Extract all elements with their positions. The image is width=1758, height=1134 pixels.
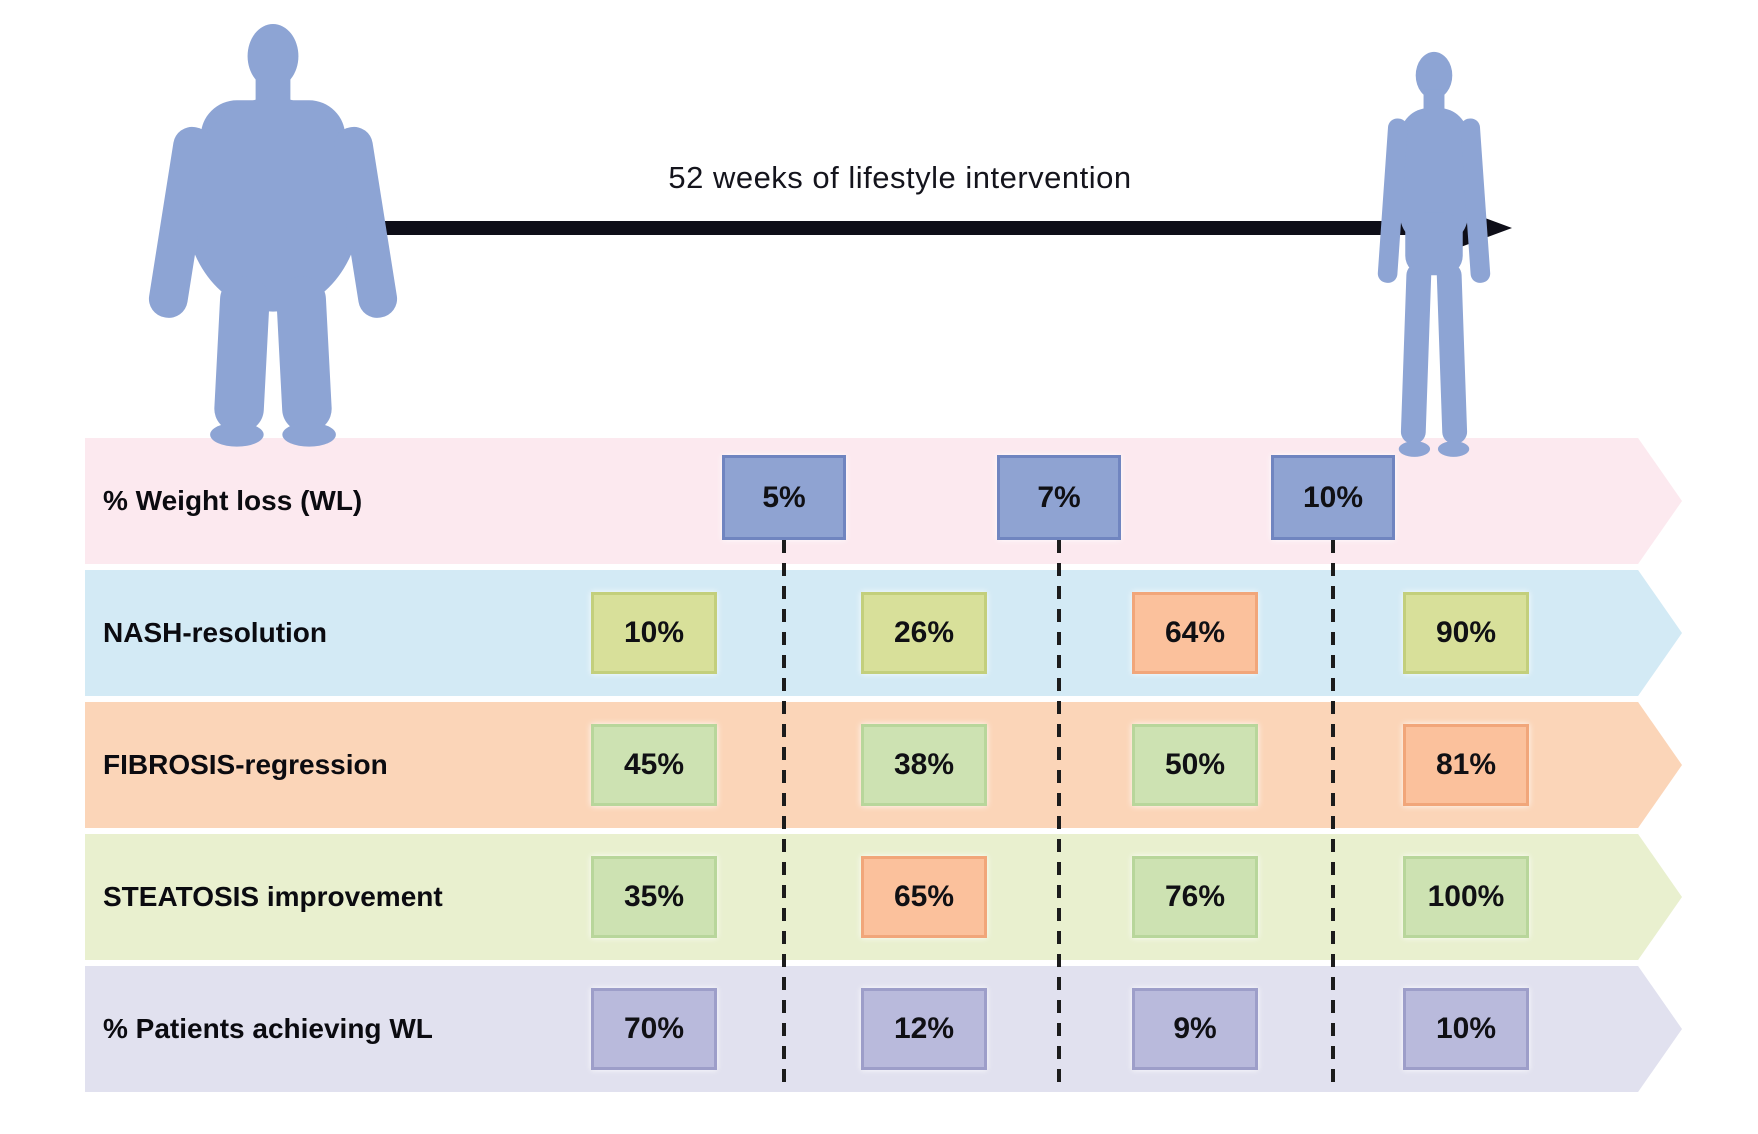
lean-left-foot [1398, 441, 1431, 457]
weight-loss-box-7pct: 7% [997, 455, 1121, 540]
obese-person-icon [148, 24, 398, 447]
lean-left-leg [1400, 263, 1432, 444]
row-steatosis-improvement-label: STEATOSIS improvement [103, 881, 443, 912]
row-patients-achieving-wl-label: % Patients achieving WL [103, 1013, 433, 1044]
patients-value-box-1: 70% [591, 988, 717, 1070]
threshold-dashed-line-5pct [782, 540, 786, 1092]
fibrosis-value-box-1: 45% [591, 724, 717, 806]
fibrosis-value-box-3: 50% [1132, 724, 1258, 806]
nash-value-box-2: 26% [861, 592, 987, 674]
row-fibrosis-regression-label: FIBROSIS-regression [103, 749, 388, 780]
nash-value-box-1: 10% [591, 592, 717, 674]
nash-value-box-3: 64% [1132, 592, 1258, 674]
obese-left-arm [148, 126, 212, 318]
obese-right-leg [276, 276, 332, 432]
obese-torso [184, 97, 362, 312]
patients-value-box-3: 9% [1132, 988, 1258, 1070]
row-nash-resolution: NASH-resolution 10% 26% 64% 90% [85, 570, 1682, 696]
obese-right-arm [334, 126, 398, 318]
lean-torso [1400, 108, 1468, 244]
steatosis-value-box-4: 100% [1403, 856, 1529, 938]
weight-loss-box-10pct: 10% [1271, 455, 1395, 540]
row-fibrosis-regression: FIBROSIS-regression 45% 38% 50% 81% [85, 702, 1682, 828]
obese-left-foot [210, 422, 264, 447]
lean-neck [1423, 89, 1445, 114]
steatosis-value-box-2: 65% [861, 856, 987, 938]
nash-value-box-4: 90% [1403, 592, 1529, 674]
lean-left-arm [1377, 118, 1408, 283]
row-patients-achieving-wl: % Patients achieving WL 70% 12% 9% 10% [85, 966, 1682, 1092]
lean-hips [1405, 212, 1463, 276]
patients-value-box-2: 12% [861, 988, 987, 1070]
obese-left-leg [214, 276, 270, 432]
intervention-arrow-shaft [336, 221, 1462, 235]
lean-person-icon [1377, 51, 1491, 457]
obese-right-foot [282, 422, 336, 447]
patients-value-box-4: 10% [1403, 988, 1529, 1070]
fibrosis-value-box-4: 81% [1403, 724, 1529, 806]
row-nash-resolution-label: NASH-resolution [103, 617, 327, 648]
threshold-dashed-line-10pct [1331, 540, 1335, 1092]
steatosis-value-box-3: 76% [1132, 856, 1258, 938]
fibrosis-value-box-2: 38% [861, 724, 987, 806]
lean-head [1415, 51, 1453, 99]
obese-head [247, 24, 299, 89]
steatosis-value-box-1: 35% [591, 856, 717, 938]
row-weight-loss-label: % Weight loss (WL) [103, 485, 363, 516]
lean-right-foot [1437, 441, 1470, 457]
lean-right-arm [1460, 118, 1491, 283]
lean-right-leg [1436, 263, 1468, 444]
row-weight-loss: % Weight loss (WL) 5% 7% 10% [85, 438, 1682, 564]
weight-loss-box-5pct: 5% [722, 455, 846, 540]
intervention-arrow-label: 52 weeks of lifestyle intervention [668, 160, 1132, 195]
row-steatosis-improvement: STEATOSIS improvement 35% 65% 76% 100% [85, 834, 1682, 960]
threshold-dashed-line-7pct [1057, 540, 1061, 1092]
